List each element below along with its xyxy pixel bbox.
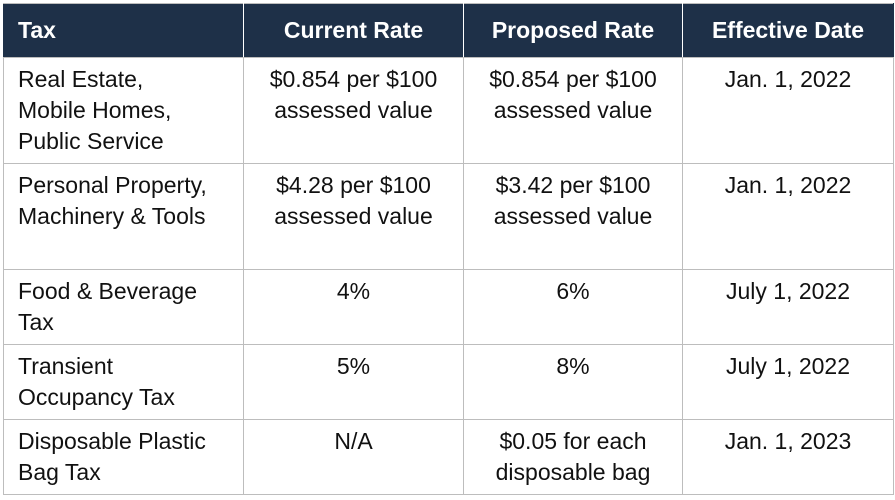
table-cell: $0.05 for each disposable bag bbox=[463, 419, 683, 495]
table-cell: Personal Property, Machinery & Tools bbox=[3, 163, 244, 270]
table-cell: 4% bbox=[243, 269, 464, 345]
table-row: Disposable Plastic Bag Tax N/A $0.05 for e… bbox=[3, 419, 894, 495]
table-cell: Jan. 1, 2022 bbox=[682, 163, 894, 270]
table-cell: Disposable Plastic Bag Tax bbox=[3, 419, 244, 495]
table-cell: 8% bbox=[463, 344, 683, 420]
header-cell: Effective Date bbox=[682, 3, 894, 58]
table-row: Food & Beverage Tax 4% 6% July 1, 2022 bbox=[3, 269, 894, 345]
table-cell: July 1, 2022 bbox=[682, 344, 894, 420]
table-cell: N/A bbox=[243, 419, 464, 495]
tax-table: Tax Current Rate Proposed Rate Effective Da… bbox=[3, 3, 894, 495]
table-cell: $0.854 per $100 assessed value bbox=[463, 57, 683, 164]
table-row: Transient Occupancy Tax 5% 8% July 1, 2022 bbox=[3, 344, 894, 420]
table-cell: July 1, 2022 bbox=[682, 269, 894, 345]
table-body: Real Estate, Mobile Homes, Public Servic… bbox=[3, 57, 894, 495]
header-cell: Current Rate bbox=[243, 3, 464, 58]
table-cell: Transient Occupancy Tax bbox=[3, 344, 244, 420]
header-row: Tax Current Rate Proposed Rate Effective Da… bbox=[3, 3, 894, 58]
table-row: Personal Property, Machinery & Tools $4.2… bbox=[3, 163, 894, 270]
table-cell: 6% bbox=[463, 269, 683, 345]
table-cell: Jan. 1, 2022 bbox=[682, 57, 894, 164]
table-cell: $4.28 per $100 assessed value bbox=[243, 163, 464, 270]
table-cell: Real Estate, Mobile Homes, Public Servic… bbox=[3, 57, 244, 164]
table-cell: $3.42 per $100 assessed value bbox=[463, 163, 683, 270]
table-row: Real Estate, Mobile Homes, Public Servic… bbox=[3, 57, 894, 164]
header-cell: Proposed Rate bbox=[463, 3, 683, 58]
table-cell: Food & Beverage Tax bbox=[3, 269, 244, 345]
header-cell: Tax bbox=[3, 3, 244, 58]
table-cell: Jan. 1, 2023 bbox=[682, 419, 894, 495]
table-cell: 5% bbox=[243, 344, 464, 420]
table-cell: $0.854 per $100 assessed value bbox=[243, 57, 464, 164]
